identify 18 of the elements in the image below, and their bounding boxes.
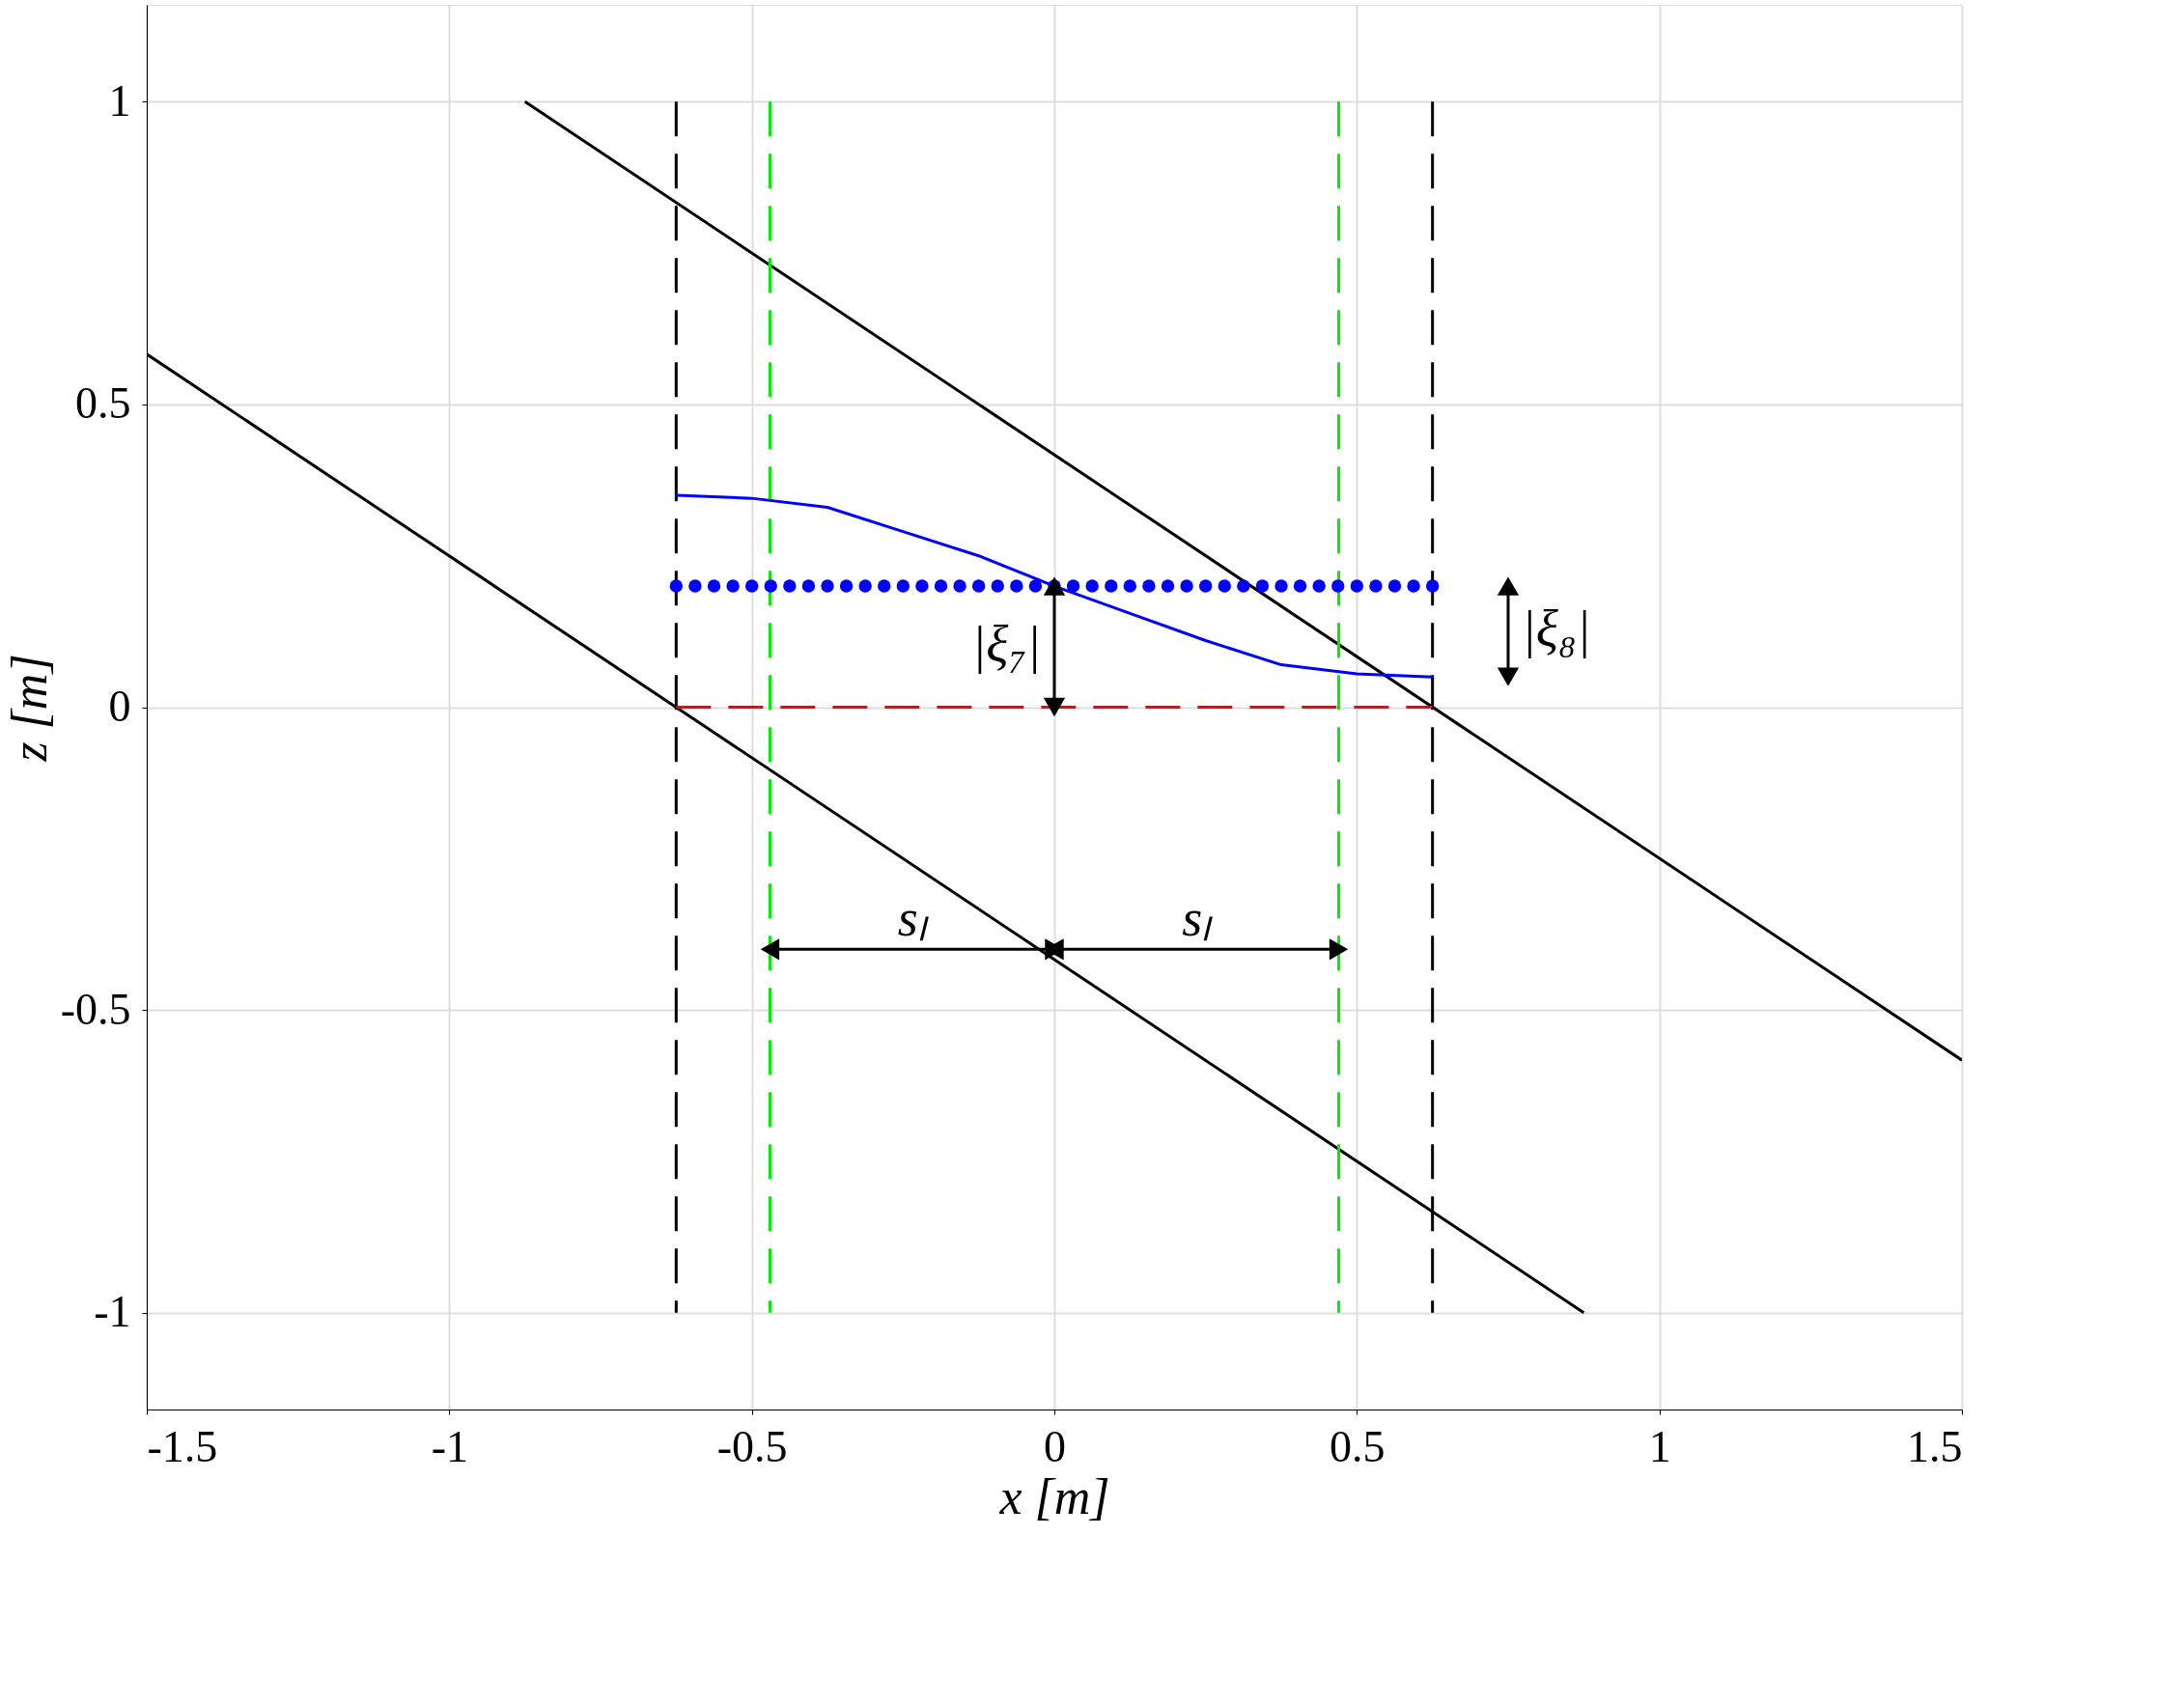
x-tick-label: 1: [1648, 1421, 1671, 1471]
series-label: sₗ: [1182, 889, 1214, 948]
x-tick-label: -1: [431, 1421, 468, 1471]
y-tick-label: 1: [108, 75, 131, 126]
y-tick-label: -0.5: [60, 984, 131, 1034]
y-tick-label: -1: [94, 1287, 131, 1337]
series-label: |ξ₇|: [971, 615, 1041, 674]
y-tick-label: 0: [108, 682, 131, 731]
x-tick-label: -1.5: [147, 1421, 218, 1471]
x-tick-label: 1.5: [1907, 1421, 1963, 1471]
x-tick-label: 0: [1044, 1421, 1066, 1471]
x-axis-title: x [m]: [998, 1468, 1110, 1524]
y-axis-title: z [m]: [1, 654, 57, 763]
x-tick-label: 0.5: [1330, 1421, 1386, 1471]
x-tick-label: -0.5: [716, 1421, 788, 1471]
series-label: sₗ: [897, 889, 929, 948]
series-label: |ξ₈|: [1522, 600, 1591, 659]
y-tick-label: 0.5: [75, 378, 131, 429]
